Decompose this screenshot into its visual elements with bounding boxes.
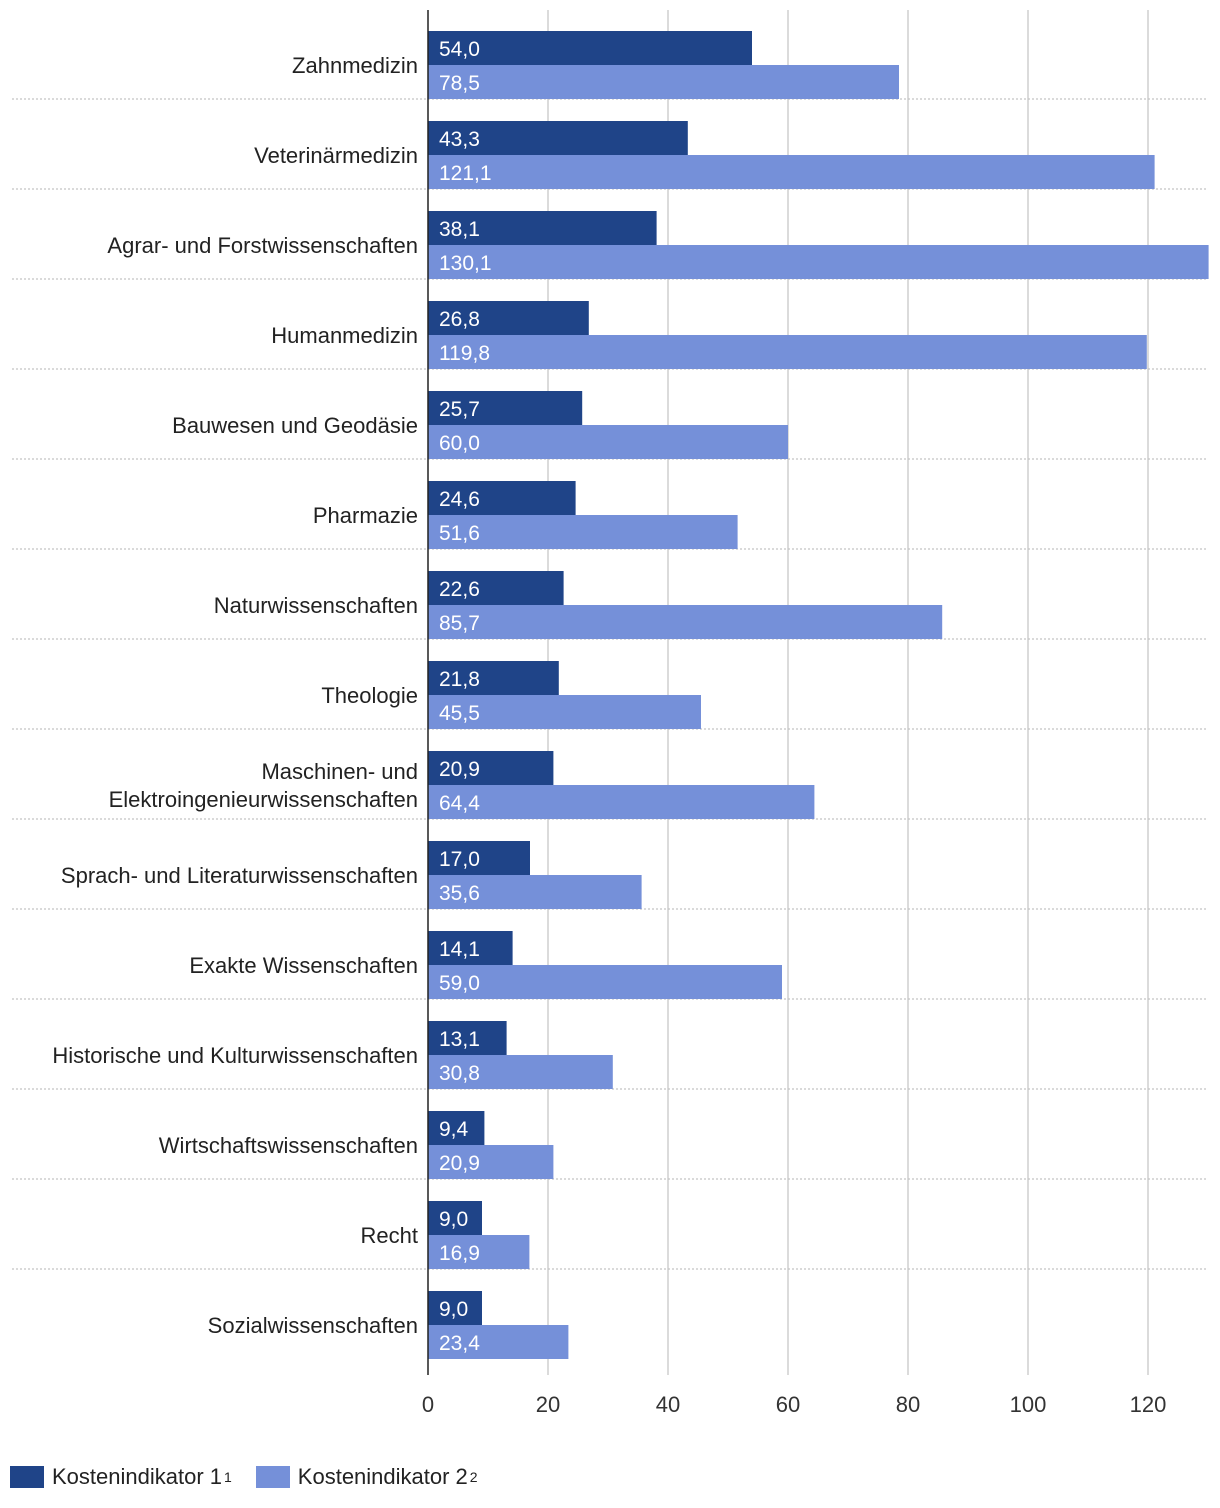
bar-series-2-1 (428, 155, 1155, 189)
bar-series-1-13 (428, 1201, 482, 1235)
bar-chart-svg: 54,0 78,5 Zahnmedizin 43,3 121,1 Veterinärmed… (12, 10, 1209, 1417)
category-label-4: Bauwesen und Geodäsie (172, 413, 418, 438)
category-label-6: Naturwissenschaften (214, 593, 418, 618)
bar-series-1-11 (428, 1021, 507, 1055)
bar-value-label-series-2-3: 119,8 (439, 342, 490, 365)
bar-value-label-series-2-11: 30,8 (439, 1062, 480, 1085)
bar-value-label-series-1-2: 38,1 (439, 218, 480, 241)
bar-series-1-14 (428, 1291, 482, 1325)
bar-value-label-series-2-6: 85,7 (439, 612, 480, 635)
bar-value-label-series-1-8: 20,9 (439, 758, 480, 781)
bar-series-2-9 (428, 875, 642, 909)
bar-series-2-3 (428, 335, 1147, 369)
bar-series-1-12 (428, 1111, 485, 1145)
bar-series-2-4 (428, 425, 788, 459)
bar-value-label-series-2-12: 20,9 (439, 1152, 480, 1175)
bar-series-1-6 (428, 571, 564, 605)
bar-value-label-series-2-4: 60,0 (439, 432, 480, 455)
category-label-5: Pharmazie (313, 503, 418, 528)
bar-series-2-10 (428, 965, 782, 999)
x-tick-label-6: 120 (1130, 1392, 1167, 1417)
bar-series-2-14 (428, 1325, 569, 1359)
bar-series-2-13 (428, 1235, 530, 1269)
category-label-7: Theologie (321, 683, 418, 708)
legend-footnote-series-1: 1 (224, 1469, 232, 1485)
bar-series-2-0 (428, 65, 899, 99)
x-tick-label-2: 40 (656, 1392, 680, 1417)
bar-value-label-series-2-8: 64,4 (439, 792, 480, 815)
bar-series-1-7 (428, 661, 559, 695)
bar-value-label-series-2-5: 51,6 (439, 522, 480, 545)
bar-value-label-series-1-6: 22,6 (439, 578, 480, 601)
bar-series-1-8 (428, 751, 554, 785)
category-label-13: Recht (361, 1223, 418, 1248)
category-label-9: Sprach- und Literaturwissenschaften (61, 863, 418, 888)
bar-value-label-series-1-0: 54,0 (439, 38, 480, 61)
bar-value-label-series-2-7: 45,5 (439, 702, 480, 725)
bar-value-label-series-2-2: 130,1 (439, 252, 492, 275)
bar-series-1-3 (428, 301, 589, 335)
category-label-0: Zahnmedizin (292, 53, 418, 78)
bar-series-2-8 (428, 785, 815, 819)
bar-series-1-5 (428, 481, 576, 515)
category-label-2: Agrar- und Forstwissenschaften (107, 233, 418, 258)
bar-series-1-9 (428, 841, 530, 875)
legend-swatch-series-1 (10, 1466, 44, 1488)
x-tick-label-0: 0 (422, 1392, 434, 1417)
bar-value-label-series-2-0: 78,5 (439, 72, 480, 95)
bar-series-2-12 (428, 1145, 554, 1179)
bar-value-label-series-1-1: 43,3 (439, 128, 480, 151)
bar-value-label-series-1-10: 14,1 (439, 938, 480, 961)
bar-value-label-series-2-1: 121,1 (439, 162, 492, 185)
category-label-14: Sozialwissenschaften (208, 1313, 418, 1338)
bar-value-label-series-1-7: 21,8 (439, 668, 480, 691)
bar-value-label-series-2-9: 35,6 (439, 882, 480, 905)
bar-series-1-0 (428, 31, 752, 65)
bar-value-label-series-2-13: 16,9 (439, 1242, 480, 1265)
x-tick-label-5: 100 (1010, 1392, 1047, 1417)
bar-value-label-series-2-14: 23,4 (439, 1332, 480, 1355)
legend-label-series-2: Kostenindikator 2 (297, 1464, 468, 1489)
legend-label-series-1: Kostenindikator 1 (52, 1464, 222, 1489)
category-label-3: Humanmedizin (271, 323, 418, 348)
legend-swatch-series-2 (255, 1466, 290, 1488)
x-tick-label-1: 20 (536, 1392, 560, 1417)
bar-value-label-series-1-12: 9,4 (439, 1118, 469, 1141)
bar-value-label-series-1-3: 26,8 (439, 308, 480, 331)
bar-series-1-10 (428, 931, 513, 965)
category-label-12: Wirtschaftswissenschaften (159, 1133, 418, 1158)
category-label-8-line-1: Elektroingenieurwissenschaften (109, 787, 418, 812)
bar-series-1-2 (428, 211, 657, 245)
bar-value-label-series-2-10: 59,0 (439, 972, 480, 995)
bar-series-2-7 (428, 695, 701, 729)
x-tick-label-4: 80 (896, 1392, 920, 1417)
bar-series-2-5 (428, 515, 738, 549)
legend-footnote-series-2: 2 (469, 1469, 478, 1485)
category-label-8-line-0: Maschinen- und (261, 759, 418, 784)
bar-value-label-series-1-9: 17,0 (439, 848, 480, 871)
category-label-10: Exakte Wissenschaften (189, 953, 418, 978)
bar-value-label-series-1-5: 24,6 (439, 488, 480, 511)
bar-series-2-2 (428, 245, 1209, 279)
category-label-11: Historische und Kulturwissenschaften (52, 1043, 418, 1068)
bar-series-2-6 (428, 605, 943, 639)
bar-value-label-series-1-4: 25,7 (439, 398, 480, 421)
bar-value-label-series-1-13: 9,0 (439, 1208, 468, 1231)
bar-series-1-1 (428, 121, 688, 155)
x-tick-label-3: 60 (776, 1392, 800, 1417)
category-label-1: Veterinärmedizin (254, 143, 418, 168)
bar-series-2-11 (428, 1055, 613, 1089)
bar-value-label-series-1-11: 13,1 (439, 1028, 480, 1051)
bar-series-1-4 (428, 391, 583, 425)
bar-value-label-series-1-14: 9,0 (439, 1298, 468, 1321)
